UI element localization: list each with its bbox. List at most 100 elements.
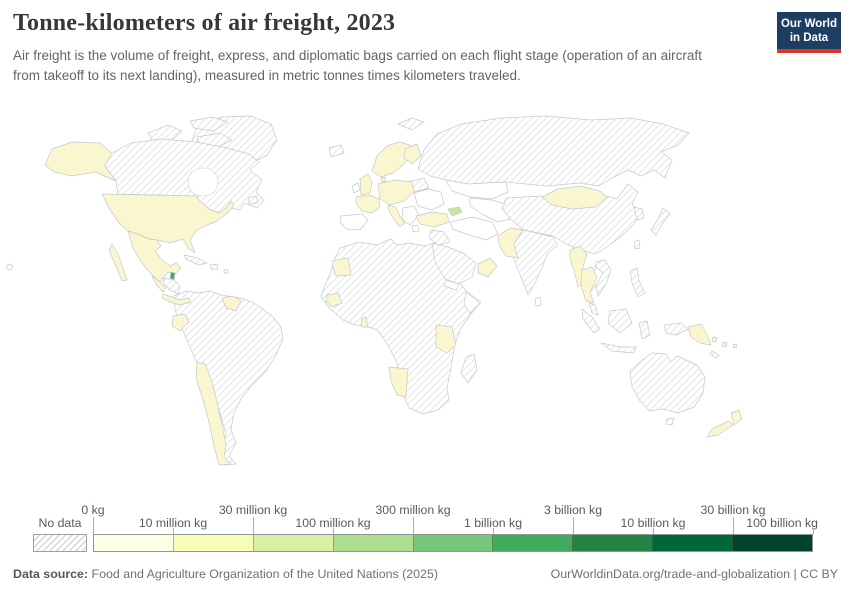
region-newfoundland[interactable] — [247, 195, 259, 205]
legend-tick-line — [93, 517, 94, 534]
region-chile[interactable] — [195, 361, 232, 466]
region-france[interactable] — [355, 194, 381, 214]
region-taiwan[interactable] — [633, 239, 641, 250]
data-source: Data source: Food and Agriculture Organi… — [13, 567, 438, 581]
region-saudi-arabia[interactable] — [431, 242, 477, 285]
legend-tick-line — [733, 517, 734, 534]
region-iran[interactable] — [449, 216, 499, 241]
legend-bin-5[interactable] — [492, 535, 573, 551]
region-somalia[interactable] — [463, 291, 481, 314]
no-data-swatch[interactable] — [33, 534, 87, 552]
region-finland[interactable] — [403, 143, 422, 165]
region-papua-new-guinea[interactable] — [687, 323, 712, 346]
region-new-zealand-south[interactable] — [706, 420, 734, 438]
region-fiji[interactable] — [732, 343, 738, 349]
region-west-papua[interactable] — [663, 322, 689, 336]
legend-tick-line — [413, 517, 414, 534]
region-sumatra[interactable] — [581, 308, 601, 334]
legend-bin-3[interactable] — [332, 535, 413, 551]
legend-bin-1[interactable] — [172, 535, 253, 551]
region-tasmania[interactable] — [665, 417, 675, 426]
region-java[interactable] — [600, 342, 637, 354]
region-thailand[interactable] — [580, 266, 598, 304]
region-ghana[interactable] — [360, 316, 369, 328]
region-turkey[interactable] — [415, 211, 450, 228]
region-mauritania[interactable] — [331, 257, 352, 277]
region-central-asia[interactable] — [469, 197, 511, 223]
legend-bin-0[interactable] — [94, 535, 173, 551]
owid-logo[interactable]: Our World in Data — [777, 12, 841, 53]
region-georgia[interactable] — [447, 206, 463, 217]
region-iraq-syria[interactable] — [428, 229, 451, 246]
region-hawaii[interactable] — [5, 263, 14, 271]
region-caribbean[interactable] — [223, 269, 229, 274]
region-sri-lanka[interactable] — [534, 296, 542, 307]
region-spain[interactable] — [339, 213, 369, 231]
region-kazakhstan[interactable] — [445, 179, 509, 200]
region-honduras-nicaragua[interactable] — [162, 277, 181, 295]
legend-bin-2[interactable] — [252, 535, 333, 551]
region-pakistan[interactable] — [497, 227, 524, 259]
region-sulawesi[interactable] — [638, 320, 651, 340]
region-australia[interactable] — [629, 352, 706, 414]
region-costa-rica-panama[interactable] — [161, 293, 192, 306]
region-greece[interactable] — [411, 224, 420, 233]
region-guatemala[interactable] — [151, 275, 167, 293]
region-madagascar[interactable] — [460, 353, 478, 384]
region-oman[interactable] — [477, 257, 498, 278]
region-italy[interactable] — [387, 204, 406, 228]
legend-bin-6[interactable] — [572, 535, 653, 551]
legend-tick-line — [573, 517, 574, 534]
region-japan[interactable] — [650, 207, 671, 236]
region-russia[interactable] — [417, 115, 690, 187]
region-mexico[interactable] — [127, 230, 182, 283]
legend-tick-label: 10 billion kg — [620, 516, 686, 530]
region-south-america[interactable] — [173, 290, 284, 466]
chart-header: Tonne-kilometers of air freight, 2023 Ai… — [13, 10, 760, 85]
region-mongolia[interactable] — [541, 185, 608, 210]
region-vanuatu[interactable] — [721, 341, 728, 348]
owid-link[interactable]: OurWorldinData.org/trade-and-globalizati… — [550, 567, 838, 581]
region-svalbard[interactable] — [397, 117, 425, 131]
region-guinea[interactable] — [325, 292, 343, 308]
region-alaska[interactable] — [44, 141, 117, 182]
region-guyana[interactable] — [221, 295, 242, 312]
legend-tick-label: 100 million kg — [295, 516, 371, 530]
region-new-zealand-north[interactable] — [730, 409, 743, 426]
legend-bin-4[interactable] — [412, 535, 493, 551]
page-title: Tonne-kilometers of air freight, 2023 — [13, 10, 396, 36]
region-namibia[interactable] — [388, 366, 409, 398]
region-hispaniola[interactable] — [209, 263, 219, 270]
region-korea[interactable] — [633, 206, 645, 221]
region-iceland[interactable] — [328, 144, 345, 158]
region-yemen[interactable] — [443, 279, 460, 291]
region-ireland[interactable] — [351, 182, 361, 194]
region-solomon-islands[interactable] — [711, 336, 718, 343]
region-philippines[interactable] — [629, 267, 646, 298]
region-norway-sweden[interactable] — [371, 141, 412, 178]
region-ukraine[interactable] — [413, 188, 445, 211]
legend-bin-7[interactable] — [652, 535, 733, 551]
region-malay-peninsula[interactable] — [588, 302, 599, 316]
region-new-caledonia[interactable] — [709, 350, 720, 359]
region-belize[interactable] — [169, 271, 176, 281]
chart-footer: Data source: Food and Agriculture Organi… — [13, 567, 838, 581]
page-subtitle: Air freight is the volume of freight, ex… — [13, 48, 702, 83]
region-central-europe[interactable] — [377, 179, 415, 206]
legend-tick-label: 100 billion kg — [746, 516, 819, 530]
region-baja-california[interactable] — [108, 243, 128, 282]
legend-tick-label: 3 billion kg — [543, 503, 603, 517]
region-ecuador[interactable] — [171, 313, 190, 332]
region-arctic-island[interactable] — [147, 124, 183, 142]
region-denmark[interactable] — [380, 176, 387, 183]
legend-bin-8[interactable] — [732, 535, 813, 551]
region-cuba[interactable] — [183, 254, 208, 266]
region-borneo[interactable] — [607, 308, 633, 334]
region-united-kingdom[interactable] — [359, 173, 373, 196]
region-balkans[interactable] — [401, 205, 420, 226]
legend-no-data: No data — [33, 516, 87, 552]
region-arctic-island[interactable] — [189, 116, 229, 132]
region-africa[interactable] — [320, 238, 482, 415]
region-tanzania[interactable] — [435, 324, 457, 354]
